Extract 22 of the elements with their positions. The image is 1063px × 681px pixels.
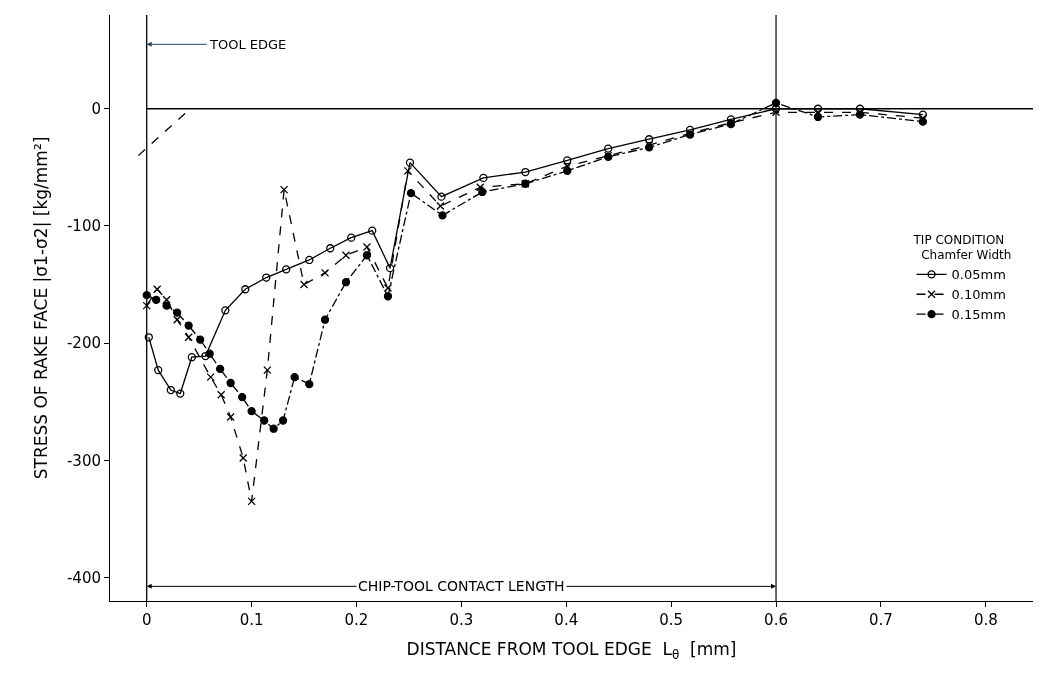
legend-label: 0.10mm [951,287,1006,303]
x-tick-label: 0.7 [868,611,893,629]
x-tick-label: 0.5 [659,611,684,629]
y-tick-label: 0 [91,100,101,119]
ref-line-label: CHIP-TOOL CONTACT LENGTH [358,578,565,594]
y-tick-label: -300 [66,451,101,470]
x-tick-label: 0.6 [764,611,788,629]
x-tick-label: 0 [141,611,152,629]
x-tick-label: 0.1 [239,611,264,629]
x-tick-label: 0.8 [973,611,998,629]
ref-line-label: TOOL EDGE [209,37,287,52]
y-axis-title: STRESS OF RAKE FACE |σ1-σ2| [kg/mm²] [30,136,51,480]
y-tick-label: -200 [66,334,101,353]
legend-title: TIP CONDITION Chamfer Width [912,232,1012,263]
x-tick-label: 0.2 [344,611,369,629]
x-tick-label: 0.4 [554,611,579,629]
y-tick-label: -400 [66,568,101,587]
legend-label: 0.15mm [951,307,1006,323]
x-axis-title: DISTANCE FROM TOOL EDGE L$_{θ}$ [mm] [406,639,737,662]
x-tick-label: 0.3 [449,611,474,629]
legend-label: 0.05mm [951,267,1006,283]
y-tick-label: -100 [66,217,101,236]
